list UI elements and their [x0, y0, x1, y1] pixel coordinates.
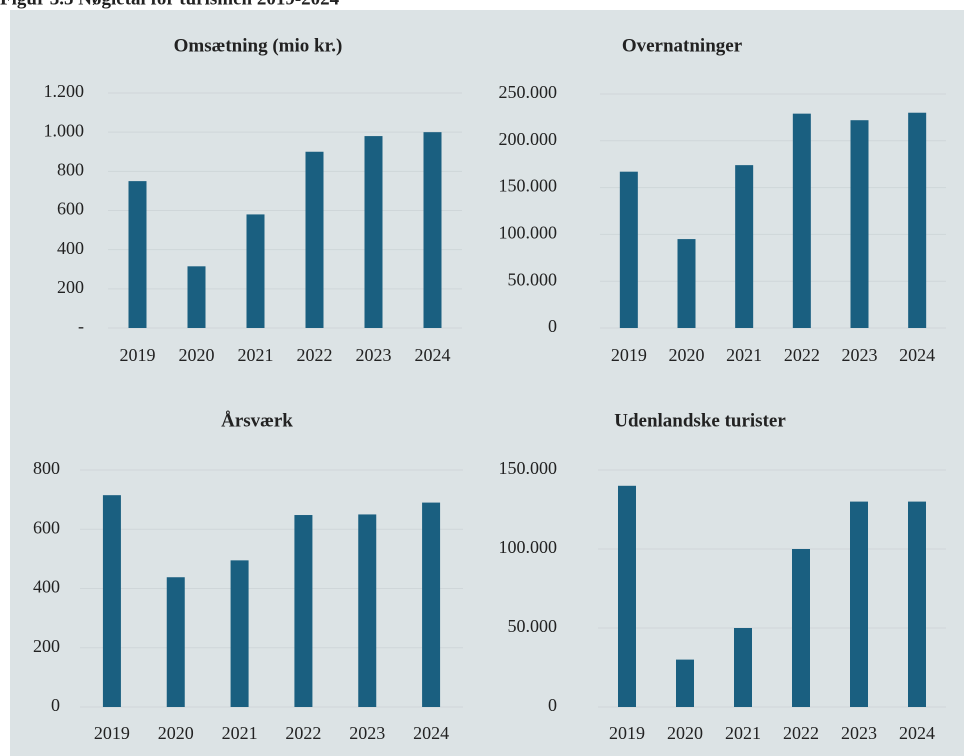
bar — [294, 515, 313, 707]
x-tick-label: 2022 — [784, 345, 820, 365]
chart-title: Udenlandske turister — [614, 410, 786, 431]
figure-title: Figur 3.5 Nøgletal for turismen 2019-202… — [0, 0, 340, 9]
x-tick-label: 2019 — [611, 345, 647, 365]
x-tick-label: 2024 — [899, 345, 935, 365]
x-tick-label: 2023 — [842, 345, 878, 365]
y-tick-label: 250.000 — [499, 82, 558, 102]
y-tick-label: 800 — [33, 458, 60, 478]
x-tick-label: 2020 — [179, 345, 215, 365]
bar — [850, 501, 868, 707]
bar — [305, 151, 324, 328]
bar — [423, 132, 442, 328]
x-tick-label: 2024 — [413, 723, 449, 743]
x-tick-label: 2022 — [297, 345, 333, 365]
y-tick-label: 400 — [33, 577, 60, 597]
x-tick-label: 2020 — [158, 723, 194, 743]
y-tick-label: 600 — [33, 517, 60, 537]
y-tick-label: 200 — [57, 277, 84, 297]
y-tick-label: 1.000 — [44, 120, 85, 140]
y-tick-label: 1.200 — [44, 81, 85, 101]
background — [10, 10, 964, 756]
bar — [677, 239, 696, 328]
x-tick-label: 2021 — [238, 345, 274, 365]
bar — [734, 628, 752, 707]
x-tick-label: 2019 — [609, 723, 645, 743]
x-tick-label: 2021 — [726, 345, 762, 365]
x-tick-label: 2019 — [94, 723, 130, 743]
x-tick-label: 2019 — [120, 345, 156, 365]
x-tick-label: 2023 — [841, 723, 877, 743]
y-tick-label: 0 — [51, 695, 60, 715]
y-tick-label: 200 — [33, 636, 60, 656]
x-tick-label: 2024 — [899, 723, 935, 743]
bar — [246, 214, 265, 328]
x-tick-label: 2020 — [669, 345, 705, 365]
x-tick-label: 2021 — [725, 723, 761, 743]
y-tick-label: 0 — [548, 695, 557, 715]
bar — [128, 181, 147, 328]
bar — [676, 659, 694, 707]
bar — [618, 485, 636, 707]
chart-title: Omsætning (mio kr.) — [174, 35, 343, 56]
y-tick-label: 100.000 — [499, 223, 558, 243]
bar — [792, 549, 810, 707]
bar — [735, 165, 754, 328]
bar — [102, 495, 121, 707]
chart-title: Årsværk — [221, 410, 293, 431]
x-tick-label: 2024 — [415, 345, 451, 365]
bar — [792, 113, 811, 328]
y-tick-label: 600 — [57, 199, 84, 219]
bar — [422, 502, 441, 707]
x-tick-label: 2022 — [783, 723, 819, 743]
bar — [364, 136, 383, 328]
bar — [187, 266, 206, 328]
bar — [908, 501, 926, 707]
chart-title: Overnatninger — [622, 35, 743, 56]
bar — [850, 120, 869, 328]
y-tick-label: 150.000 — [499, 176, 558, 196]
y-tick-label: 200.000 — [499, 129, 558, 149]
y-tick-label: 50.000 — [508, 616, 558, 636]
x-tick-label: 2021 — [222, 723, 258, 743]
bar — [358, 514, 377, 707]
x-tick-label: 2023 — [349, 723, 385, 743]
y-tick-label: 100.000 — [499, 537, 558, 557]
y-tick-label: 800 — [57, 159, 84, 179]
y-tick-label: 50.000 — [508, 269, 558, 289]
x-tick-label: 2020 — [667, 723, 703, 743]
y-tick-label: 150.000 — [499, 458, 558, 478]
y-tick-label: - — [78, 316, 84, 336]
x-tick-label: 2022 — [285, 723, 321, 743]
bar — [166, 577, 185, 707]
bar — [908, 112, 927, 328]
y-tick-label: 400 — [57, 238, 84, 258]
bar — [230, 560, 249, 707]
bar — [619, 171, 638, 328]
x-tick-label: 2023 — [356, 345, 392, 365]
y-tick-label: 0 — [548, 316, 557, 336]
